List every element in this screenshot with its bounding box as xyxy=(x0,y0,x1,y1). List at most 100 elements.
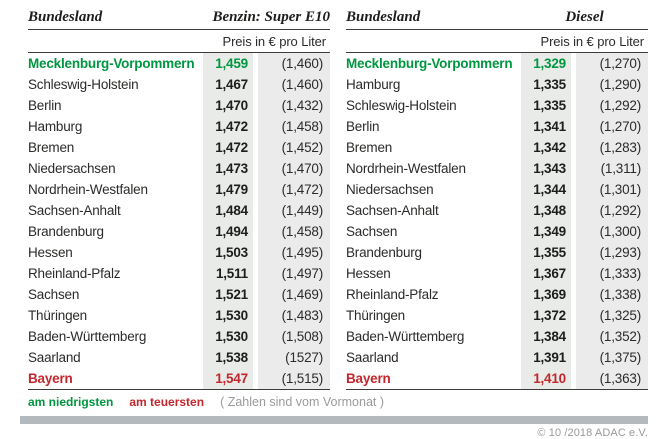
bundesland-label: Schleswig-Holstein xyxy=(28,77,139,92)
bundesland-label: Thüringen xyxy=(28,308,87,323)
price-value: 1,530 xyxy=(203,326,253,347)
column-header-bundesland: Bundesland xyxy=(28,9,103,25)
table-row: Brandenburg 1,355 (1,293) xyxy=(346,242,648,263)
previous-month-value: (1,458) xyxy=(258,116,330,137)
bundesland-label: Nordrhein-Westfalen xyxy=(346,161,466,176)
previous-month-value: (1,270) xyxy=(576,53,648,74)
bundesland-label: Thüringen xyxy=(346,308,405,323)
table-row: Bremen 1,472 (1,452) xyxy=(28,137,330,158)
tables-container: Bundesland Benzin: Super E10 Preis in € … xyxy=(28,6,648,390)
diesel-table-subheader: Preis in € pro Liter xyxy=(346,30,648,53)
previous-month-value: (1,458) xyxy=(258,221,330,242)
bundesland-label: Hessen xyxy=(346,266,391,281)
price-value: 1,494 xyxy=(203,221,253,242)
price-value: 1,472 xyxy=(203,116,253,137)
bundesland-label: Rheinland-Pfalz xyxy=(28,266,121,281)
previous-month-value: (1,363) xyxy=(576,368,648,389)
column-header-bundesland: Bundesland xyxy=(346,9,421,25)
table-row: Berlin 1,341 (1,270) xyxy=(346,116,648,137)
price-value: 1,538 xyxy=(203,347,253,368)
price-value: 1,503 xyxy=(203,242,253,263)
table-row: Baden-Württemberg 1,384 (1,352) xyxy=(346,326,648,347)
bundesland-label: Brandenburg xyxy=(346,245,422,260)
table-row: Bayern 1,547 (1,515) xyxy=(28,368,330,389)
previous-month-value: (1,495) xyxy=(258,242,330,263)
price-value: 1,467 xyxy=(203,74,253,95)
table-row: Hamburg 1,472 (1,458) xyxy=(28,116,330,137)
table-row: Bremen 1,342 (1,283) xyxy=(346,137,648,158)
table-row: Schleswig-Holstein 1,467 (1,460) xyxy=(28,74,330,95)
previous-month-value: (1,469) xyxy=(258,284,330,305)
previous-month-value: (1,293) xyxy=(576,242,648,263)
bundesland-label: Berlin xyxy=(28,98,62,113)
previous-month-value: (1,460) xyxy=(258,53,330,74)
price-value: 1,470 xyxy=(203,95,253,116)
price-value: 1,369 xyxy=(521,284,571,305)
previous-month-value: (1,508) xyxy=(258,326,330,347)
bundesland-label: Hessen xyxy=(28,245,73,260)
column-header-benzin-super-e10: Benzin: Super E10 xyxy=(212,9,330,25)
previous-month-value: (1,375) xyxy=(576,347,648,368)
previous-month-value: (1,515) xyxy=(258,368,330,389)
diesel-table-rows: Mecklenburg-Vorpommern 1,329 (1,270) Hambur… xyxy=(346,53,648,390)
price-value: 1,355 xyxy=(521,242,571,263)
price-value: 1,343 xyxy=(521,158,571,179)
table-row: Bayern 1,410 (1,363) xyxy=(346,368,648,389)
previous-month-value: (1,290) xyxy=(576,74,648,95)
legend-lowest-label: am niedrigsten xyxy=(28,395,114,409)
bundesland-label: Saarland xyxy=(346,350,399,365)
price-unit-label: Preis in € pro Liter xyxy=(540,33,645,49)
previous-month-value: (1,292) xyxy=(576,95,648,116)
price-value: 1,329 xyxy=(521,53,571,74)
price-value: 1,484 xyxy=(203,200,253,221)
price-value: 1,391 xyxy=(521,347,571,368)
price-value: 1,335 xyxy=(521,95,571,116)
table-row: Baden-Württemberg 1,530 (1,508) xyxy=(28,326,330,347)
previous-month-value: (1527) xyxy=(258,347,330,368)
price-value: 1,472 xyxy=(203,137,253,158)
bundesland-label: Rheinland-Pfalz xyxy=(346,287,439,302)
legend-highest-label: am teuersten xyxy=(129,395,205,409)
bottom-divider-bar xyxy=(20,416,648,424)
table-row: Sachsen 1,521 (1,469) xyxy=(28,284,330,305)
price-value: 1,410 xyxy=(521,368,571,389)
table-row: Mecklenburg-Vorpommern 1,459 (1,460) xyxy=(28,53,330,74)
table-row: Sachsen-Anhalt 1,348 (1,292) xyxy=(346,200,648,221)
previous-month-value: (1,452) xyxy=(258,137,330,158)
price-value: 1,547 xyxy=(203,368,253,389)
price-value: 1,349 xyxy=(521,221,571,242)
previous-month-value: (1,301) xyxy=(576,179,648,200)
previous-month-value: (1,460) xyxy=(258,74,330,95)
benzin-table-header: Bundesland Benzin: Super E10 xyxy=(28,6,330,30)
previous-month-value: (1,283) xyxy=(576,137,648,158)
legend: am niedrigsten am teuersten ( Zahlen sin… xyxy=(28,394,648,410)
bundesland-label: Brandenburg xyxy=(28,224,104,239)
price-value: 1,342 xyxy=(521,137,571,158)
price-unit-label: Preis in € pro Liter xyxy=(222,33,327,49)
diesel-table-header: Bundesland Diesel xyxy=(346,6,648,30)
table-row: Rheinland-Pfalz 1,369 (1,338) xyxy=(346,284,648,305)
table-row: Hessen 1,503 (1,495) xyxy=(28,242,330,263)
bundesland-label: Bremen xyxy=(346,140,393,155)
table-row: Nordrhein-Westfalen 1,479 (1,472) xyxy=(28,179,330,200)
previous-month-value: (1,333) xyxy=(576,263,648,284)
table-row: Saarland 1,538 (1527) xyxy=(28,347,330,368)
benzin-table: Bundesland Benzin: Super E10 Preis in € … xyxy=(28,6,330,390)
table-row: Rheinland-Pfalz 1,511 (1,497) xyxy=(28,263,330,284)
previous-month-value: (1,270) xyxy=(576,116,648,137)
previous-month-value: (1,497) xyxy=(258,263,330,284)
bundesland-label: Saarland xyxy=(28,350,81,365)
table-row: Brandenburg 1,494 (1,458) xyxy=(28,221,330,242)
price-value: 1,530 xyxy=(203,305,253,326)
price-value: 1,372 xyxy=(521,305,571,326)
table-row: Sachsen-Anhalt 1,484 (1,449) xyxy=(28,200,330,221)
diesel-table: Bundesland Diesel Preis in € pro Liter M… xyxy=(346,6,648,390)
table-row: Saarland 1,391 (1,375) xyxy=(346,347,648,368)
previous-month-value: (1,432) xyxy=(258,95,330,116)
bundesland-label: Hamburg xyxy=(346,77,401,92)
bundesland-label: Bayern xyxy=(346,371,391,386)
bundesland-label: Bremen xyxy=(28,140,75,155)
previous-month-value: (1,325) xyxy=(576,305,648,326)
table-row: Niedersachsen 1,344 (1,301) xyxy=(346,179,648,200)
